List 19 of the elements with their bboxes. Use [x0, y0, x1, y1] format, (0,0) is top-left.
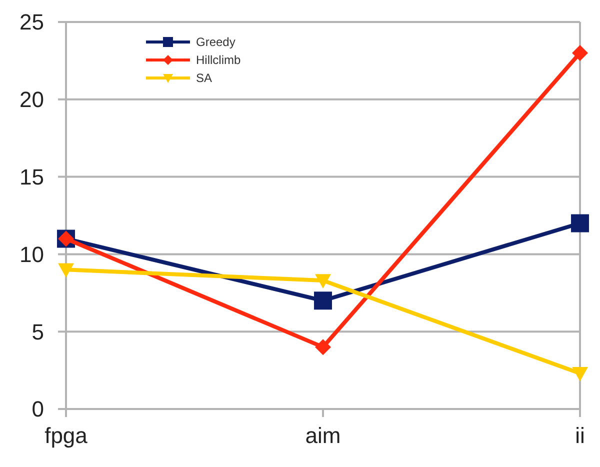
point: [315, 339, 331, 356]
y-tick-label: 20: [20, 87, 44, 112]
y-tick-label: 10: [20, 242, 44, 267]
point: [58, 263, 74, 278]
y-tick-label: 5: [32, 319, 44, 344]
point: [571, 214, 589, 232]
y-tick-label: 15: [20, 164, 44, 190]
x-tick-label: aim: [305, 423, 341, 448]
y-tick-label: 0: [32, 396, 44, 422]
point: [572, 366, 588, 382]
x-tick-label: ii: [575, 423, 585, 448]
x-tick-label: fpga: [44, 423, 88, 448]
point: [315, 274, 331, 289]
legend-label: Hillclimb: [196, 53, 241, 68]
legend-label: SA: [196, 71, 212, 86]
point: [572, 44, 588, 61]
legend-label: Greedy: [196, 35, 236, 50]
point: [314, 292, 332, 310]
y-tick-label: 25: [20, 10, 44, 35]
